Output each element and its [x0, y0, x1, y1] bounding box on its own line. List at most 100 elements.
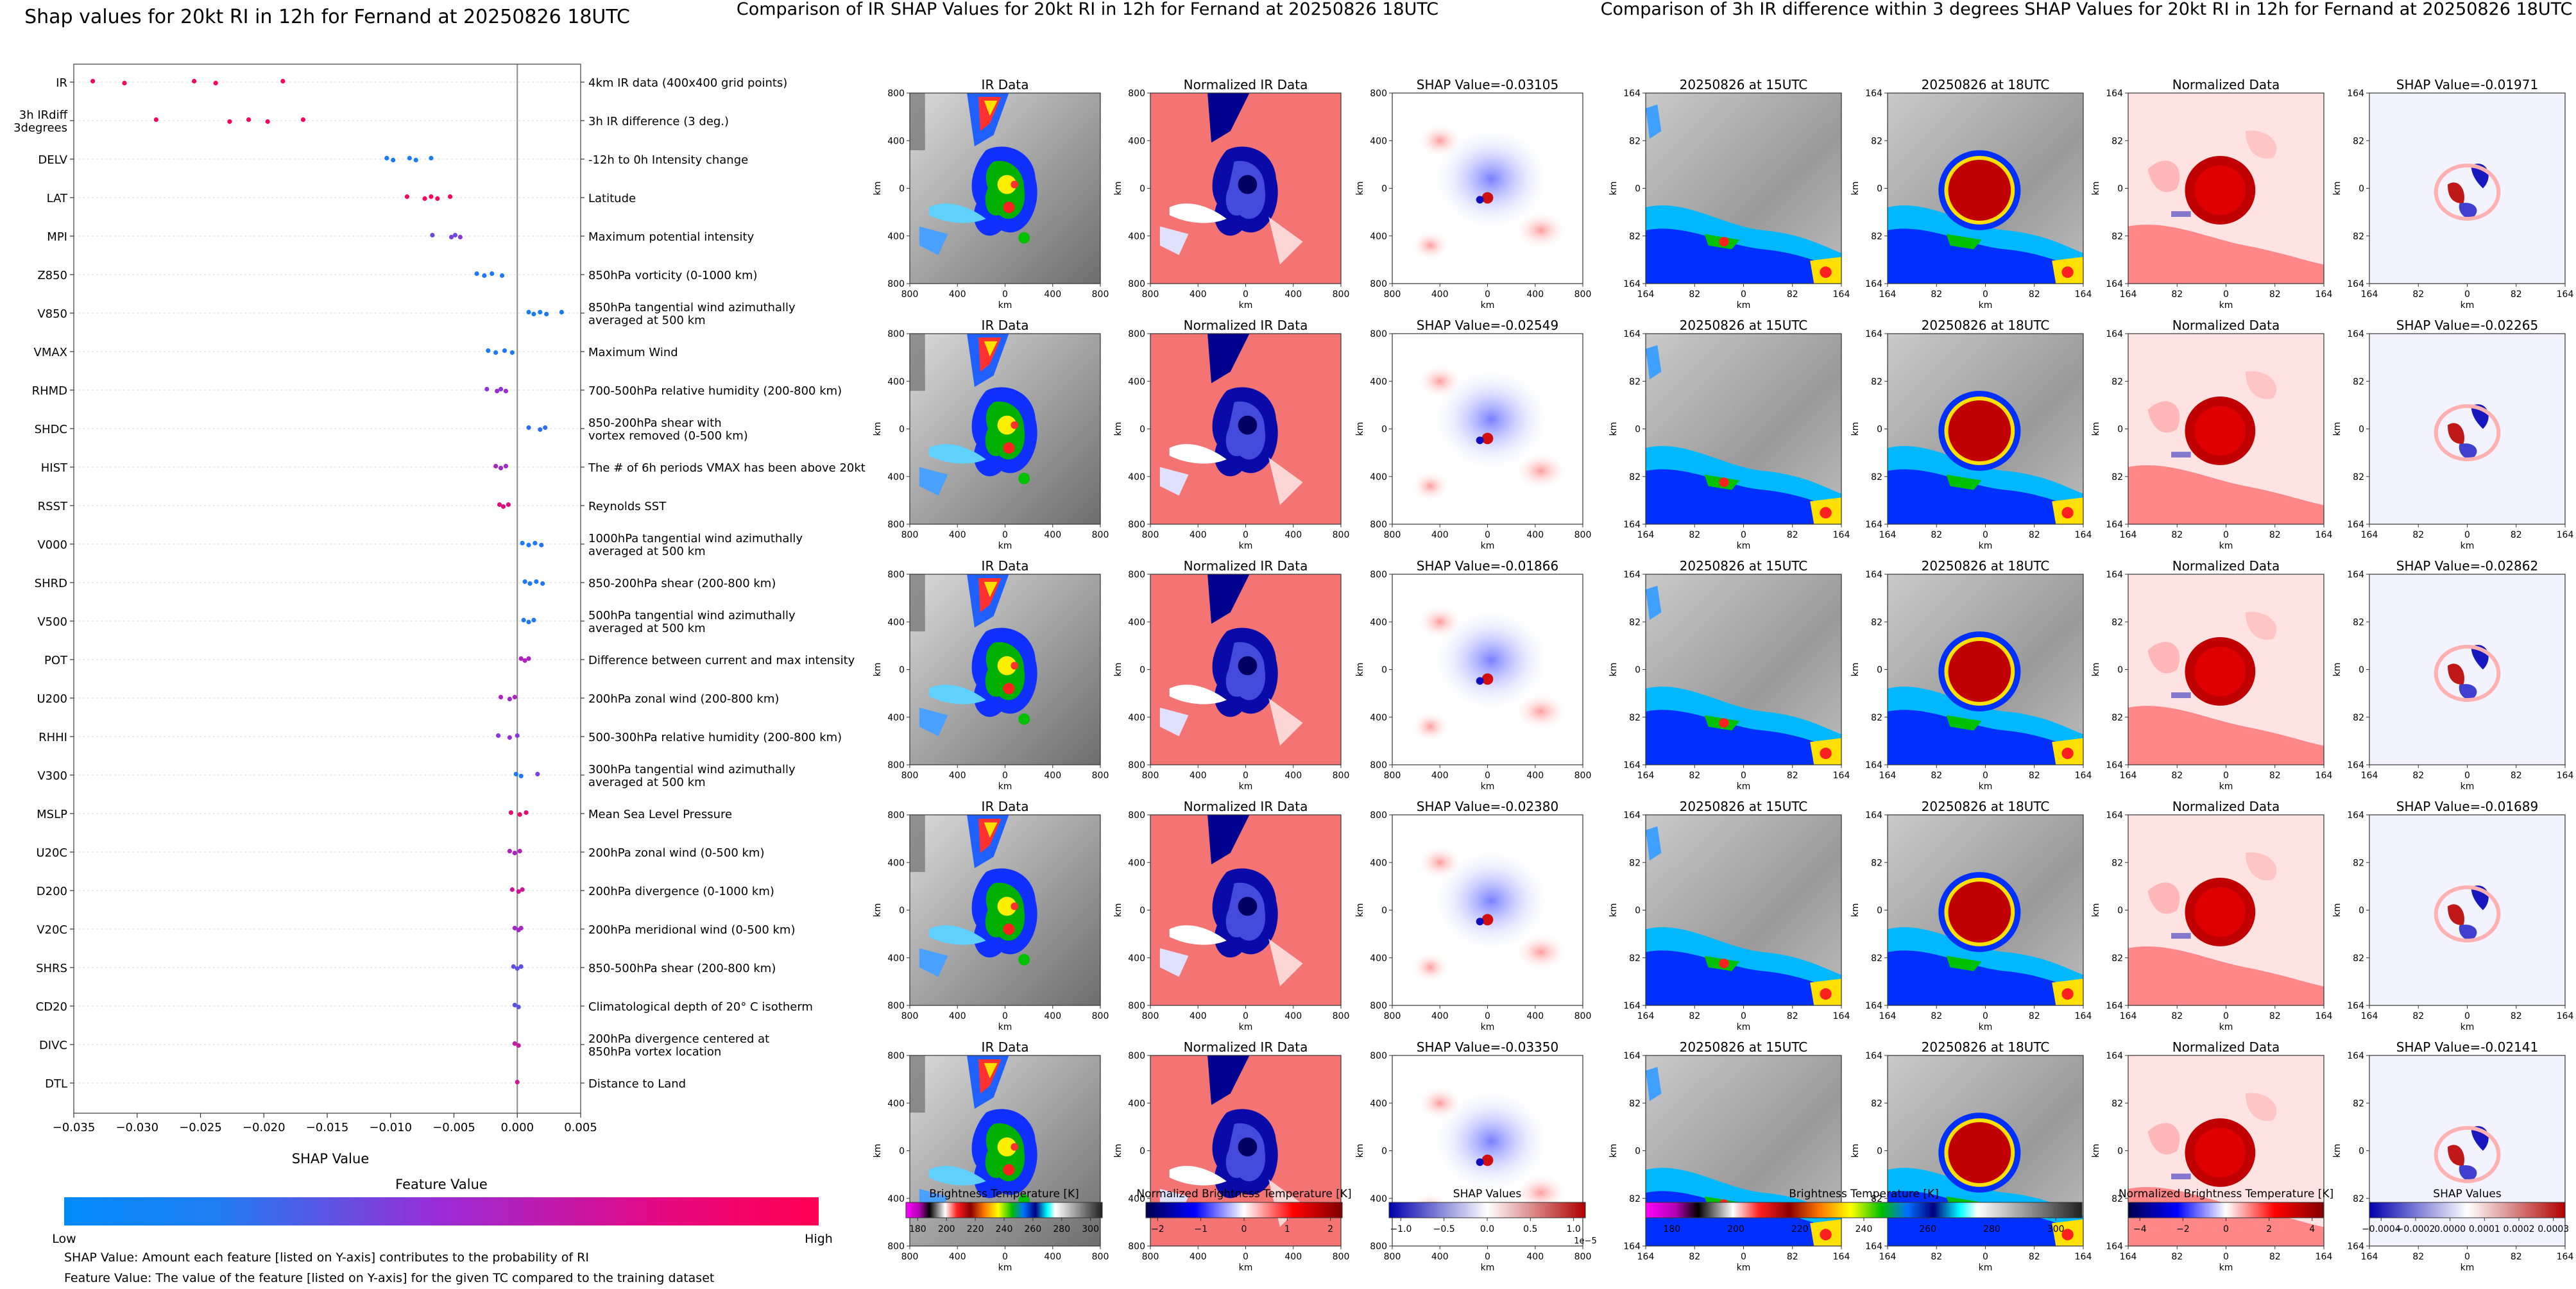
map-x-axis-label: km — [1979, 300, 1993, 311]
map-y-axis-label: km — [873, 422, 883, 436]
ird-shap-colorbar-bar — [2369, 1202, 2566, 1218]
map-x-axis-label: km — [1239, 781, 1253, 792]
map-x-axis-label: km — [2461, 300, 2475, 311]
normalized-ir-map: Normalized IR Data 800 400 0 400 800 km 800 400 0… — [1113, 799, 1349, 1032]
map-y-tick-label: 164 — [1623, 279, 1641, 289]
map-y-tick-label: 800 — [1370, 329, 1387, 339]
map-y-tick-label: 164 — [2106, 810, 2123, 821]
colorbar-tick-label: 200 — [1727, 1224, 1744, 1234]
ird-shap-map-title: SHAP Value=-0.02265 — [2396, 318, 2538, 333]
map-y-tick-label: 164 — [2347, 570, 2364, 580]
shap-point — [520, 887, 525, 892]
map-x-tick-label: 164 — [2316, 771, 2333, 781]
map-x-tick-label: 164 — [2120, 1252, 2137, 1262]
map-y-tick-label: 0 — [2117, 184, 2123, 194]
map-y-tick-label: 800 — [887, 810, 905, 821]
map-x-tick-label: 800 — [1574, 1011, 1592, 1021]
shap-point — [522, 658, 527, 663]
x-tick-label: −0.020 — [243, 1121, 286, 1134]
feature-description: Latitude — [588, 192, 636, 205]
ir-shap-map-title: SHAP Value=-0.01866 — [1417, 558, 1558, 574]
map-x-tick-label: 164 — [2075, 289, 2092, 300]
map-x-tick-label: 400 — [1431, 289, 1449, 300]
shap-point — [518, 964, 524, 969]
map-x-tick-label: 82 — [1787, 530, 1798, 540]
ird-18utc-map-title: 20250826 at 18UTC — [1922, 1039, 2050, 1055]
ir-panel-title: Comparison of IR SHAP Values for 20kt RI… — [737, 0, 1438, 19]
map-y-tick-label: 82 — [1871, 953, 1882, 964]
ird-shap-map-image — [2369, 574, 2565, 765]
colorbar-tick-label: 180 — [909, 1224, 926, 1234]
feature-label: IR — [56, 76, 67, 90]
shap-point — [526, 619, 531, 625]
map-x-axis-label: km — [2219, 1263, 2233, 1273]
shap-point — [429, 194, 434, 200]
map-y-tick-label: 0 — [2358, 1147, 2364, 1157]
shap-point — [452, 232, 458, 238]
map-x-axis-label: km — [1239, 1263, 1253, 1273]
map-y-axis-label: km — [1850, 1144, 1861, 1158]
map-x-tick-label: 164 — [1637, 1252, 1655, 1262]
feature-value-note: Feature Value: The value of the feature … — [64, 1271, 714, 1285]
map-y-tick-label: 800 — [1128, 1001, 1145, 1011]
map-x-tick-label: 0 — [1741, 530, 1746, 540]
map-y-tick-label: 800 — [1370, 279, 1387, 289]
map-y-tick-label: 0 — [2358, 665, 2364, 676]
feature-description: 850-500hPa shear (200-800 km) — [588, 962, 776, 975]
map-y-tick-label: 800 — [1370, 1001, 1387, 1011]
map-y-tick-label: 164 — [2106, 570, 2123, 580]
map-x-axis-label: km — [1737, 1263, 1751, 1273]
map-x-tick-label: 800 — [1333, 1011, 1350, 1021]
map-x-tick-label: 800 — [1142, 530, 1159, 540]
shap-point — [518, 656, 524, 662]
map-y-tick-label: 164 — [1623, 520, 1641, 530]
map-y-axis-label: km — [2332, 182, 2342, 196]
feature-label: U200 — [37, 692, 67, 706]
shap-point — [512, 850, 517, 856]
ird-normalized-map-title: Normalized Data — [2172, 799, 2280, 814]
normalized-ir-map-title: Normalized IR Data — [1184, 318, 1308, 333]
shap-point — [521, 617, 526, 623]
map-y-tick-label: 400 — [1370, 617, 1387, 627]
ird-shap-map: SHAP Value=-0.02862 164 82 0 82 164 km 164 82 0 82… — [2332, 558, 2573, 792]
shap-point — [526, 656, 531, 662]
ir-shap-map-title: SHAP Value=-0.03105 — [1417, 77, 1558, 92]
map-y-tick-label: 400 — [1128, 472, 1145, 482]
map-x-tick-label: 0 — [1243, 289, 1249, 300]
ir-data-map: IR Data 800 400 0 400 800 km 800 400 0 400 800 km — [873, 799, 1109, 1032]
map-y-axis-label: km — [873, 182, 883, 196]
shap-point — [391, 157, 396, 163]
map-x-axis-label: km — [1239, 300, 1253, 311]
map-x-tick-label: 800 — [1574, 1252, 1592, 1262]
map-x-axis-label: km — [2219, 781, 2233, 792]
map-y-tick-label: 800 — [1370, 1051, 1387, 1061]
map-y-tick-label: 400 — [887, 713, 905, 723]
map-x-tick-label: 164 — [1833, 289, 1850, 300]
map-y-tick-label: 82 — [1629, 953, 1641, 964]
map-x-tick-label: 164 — [2361, 289, 2378, 300]
shap-point — [498, 386, 504, 392]
colorbar-tick-label: 220 — [967, 1224, 984, 1234]
ir-shap-colorbar-bar — [1388, 1202, 1586, 1218]
map-x-tick-label: 800 — [1384, 289, 1401, 300]
feature-label: LAT — [47, 192, 68, 205]
map-y-tick-label: 0 — [899, 665, 905, 676]
map-x-tick-label: 82 — [2269, 1252, 2281, 1262]
map-y-tick-label: 164 — [1865, 1051, 1882, 1061]
ird-shap-map-image — [2369, 334, 2565, 524]
ir-shap-map: SHAP Value=-0.03105 800 400 0 400 800 km 800 400… — [1355, 77, 1591, 311]
map-y-tick-label: 164 — [1623, 1242, 1641, 1252]
feature-label: DTL — [45, 1077, 67, 1091]
shap-point — [511, 964, 516, 969]
ird-shap-map: SHAP Value=-0.02141 164 82 0 82 164 km 164 82 0 82… — [2332, 1039, 2573, 1273]
map-x-tick-label: 0 — [2223, 289, 2229, 300]
ird-15utc-map: 20250826 at 15UTC 164 82 0 82 164 km 164 82 0 82 16… — [1608, 1039, 1850, 1273]
normalized-ir-map: Normalized IR Data 800 400 0 400 800 km 800 400 0… — [1113, 1039, 1349, 1273]
shap-point — [246, 117, 252, 123]
map-y-axis-label: km — [1113, 422, 1123, 436]
map-x-tick-label: 800 — [1333, 530, 1350, 540]
feature-description: averaged at 500 km — [588, 545, 706, 558]
map-y-axis-label: km — [1355, 903, 1365, 918]
feature-description: Maximum potential intensity — [588, 230, 755, 244]
shap-point — [496, 733, 501, 738]
